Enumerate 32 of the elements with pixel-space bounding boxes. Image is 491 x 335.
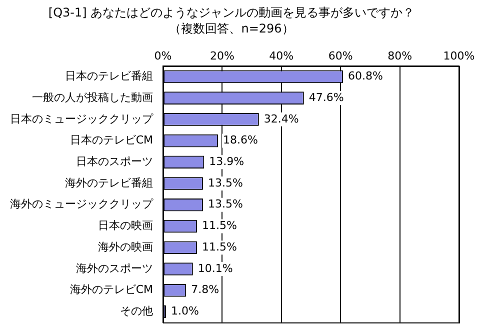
data-label: 18.6% [223, 134, 258, 147]
x-tick-label: 20% [210, 49, 234, 62]
data-label: 7.8% [191, 283, 220, 296]
x-tick-label: 60% [328, 49, 353, 62]
data-label: 11.5% [202, 240, 237, 254]
y-tick-label: 日本のテレビCM [70, 134, 153, 147]
x-tick-label: 0% [154, 49, 172, 62]
y-tick-label: 海外のテレビ番組 [65, 176, 153, 190]
y-tick-label: 海外のミュージッククリップ [10, 198, 154, 211]
data-label: 11.5% [202, 219, 237, 232]
y-tick-label: 日本のテレビ番組 [65, 70, 153, 83]
x-tick-label: 100% [443, 49, 475, 62]
y-tick-label: 一般の人が投稿した動画 [32, 90, 153, 104]
y-tick-label: 海外のテレビCM [70, 283, 153, 296]
y-tick-label: 海外のスポーツ [76, 262, 153, 275]
y-tick-label: 海外の映画 [98, 240, 153, 254]
y-tick-label: その他 [120, 304, 153, 318]
chart-title: [Q3-1] あなたはどのようなジャンルの動画を見る事が多いですか？ [48, 5, 415, 20]
data-label: 32.4% [264, 112, 299, 126]
y-tick-label: 日本のミュージッククリップ [10, 112, 154, 126]
data-label: 60.8% [348, 70, 383, 83]
data-label: 13.9% [209, 155, 244, 168]
data-label: 13.5% [208, 198, 243, 211]
y-tick-label: 日本のスポーツ [76, 155, 153, 168]
chart-subtitle: （複数回答、n=296） [169, 22, 294, 36]
data-label: 47.6% [308, 90, 344, 104]
data-label: 10.1% [198, 262, 233, 275]
y-tick-label: 日本の映画 [98, 219, 153, 232]
x-tick-label: 40% [269, 49, 294, 62]
data-label: 13.5% [208, 176, 243, 190]
data-label: 1.0% [170, 304, 199, 318]
x-tick-label: 80% [388, 49, 412, 62]
